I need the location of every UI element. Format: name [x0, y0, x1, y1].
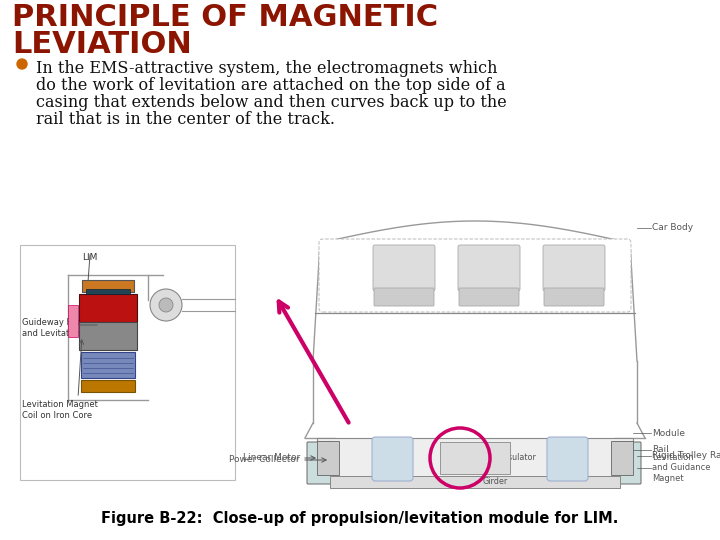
Bar: [330, 476, 620, 488]
Text: Rail: Rail: [652, 446, 669, 455]
FancyBboxPatch shape: [373, 245, 435, 291]
FancyBboxPatch shape: [543, 245, 605, 291]
Bar: [317, 441, 339, 475]
Text: Figure B-22:  Close-up of propulsion/levitation module for LIM.: Figure B-22: Close-up of propulsion/levi…: [102, 510, 618, 525]
Text: Guideway Reaction
and Levitation Rail: Guideway Reaction and Levitation Rail: [22, 318, 103, 338]
FancyBboxPatch shape: [20, 245, 235, 480]
Text: casing that extends below and then curves back up to the: casing that extends below and then curve…: [36, 94, 507, 111]
Text: rail that is in the center of the track.: rail that is in the center of the track.: [36, 111, 335, 128]
Text: LEVIATION: LEVIATION: [12, 30, 192, 59]
Text: do the work of levitation are attached on the top side of a: do the work of levitation are attached o…: [36, 77, 505, 94]
FancyBboxPatch shape: [79, 322, 137, 350]
Text: Linear Motor: Linear Motor: [243, 454, 300, 462]
Text: LIM: LIM: [82, 253, 97, 262]
FancyBboxPatch shape: [79, 294, 137, 322]
Text: Rigid Trolley Rail: Rigid Trolley Rail: [652, 451, 720, 461]
Circle shape: [17, 59, 27, 69]
FancyBboxPatch shape: [372, 437, 413, 481]
Bar: [317, 438, 633, 478]
FancyBboxPatch shape: [459, 288, 519, 306]
Text: Module: Module: [652, 429, 685, 437]
Text: Car Body: Car Body: [652, 224, 693, 233]
Bar: [440, 442, 510, 474]
FancyBboxPatch shape: [86, 289, 130, 294]
FancyBboxPatch shape: [68, 305, 78, 337]
FancyBboxPatch shape: [547, 437, 588, 481]
FancyBboxPatch shape: [544, 288, 604, 306]
Text: Girder: Girder: [482, 477, 508, 487]
FancyBboxPatch shape: [81, 352, 135, 378]
Text: Power Collector: Power Collector: [230, 456, 300, 464]
FancyBboxPatch shape: [307, 442, 334, 484]
Text: Levitation
and Guidance
Magnet: Levitation and Guidance Magnet: [652, 453, 711, 483]
Bar: [611, 441, 633, 475]
Text: Supporting Insulator: Supporting Insulator: [454, 454, 536, 462]
Circle shape: [159, 298, 173, 312]
FancyBboxPatch shape: [319, 239, 631, 312]
FancyBboxPatch shape: [458, 245, 520, 291]
FancyBboxPatch shape: [614, 442, 641, 484]
FancyBboxPatch shape: [82, 280, 134, 292]
Circle shape: [150, 289, 182, 321]
Text: In the EMS-attractive system, the electromagnets which: In the EMS-attractive system, the electr…: [36, 60, 498, 77]
Text: PRINCIPLE OF MAGNETIC: PRINCIPLE OF MAGNETIC: [12, 3, 438, 32]
FancyBboxPatch shape: [374, 288, 434, 306]
FancyBboxPatch shape: [81, 380, 135, 392]
Text: Levitation Magnet
Coil on Iron Core: Levitation Magnet Coil on Iron Core: [22, 400, 98, 420]
